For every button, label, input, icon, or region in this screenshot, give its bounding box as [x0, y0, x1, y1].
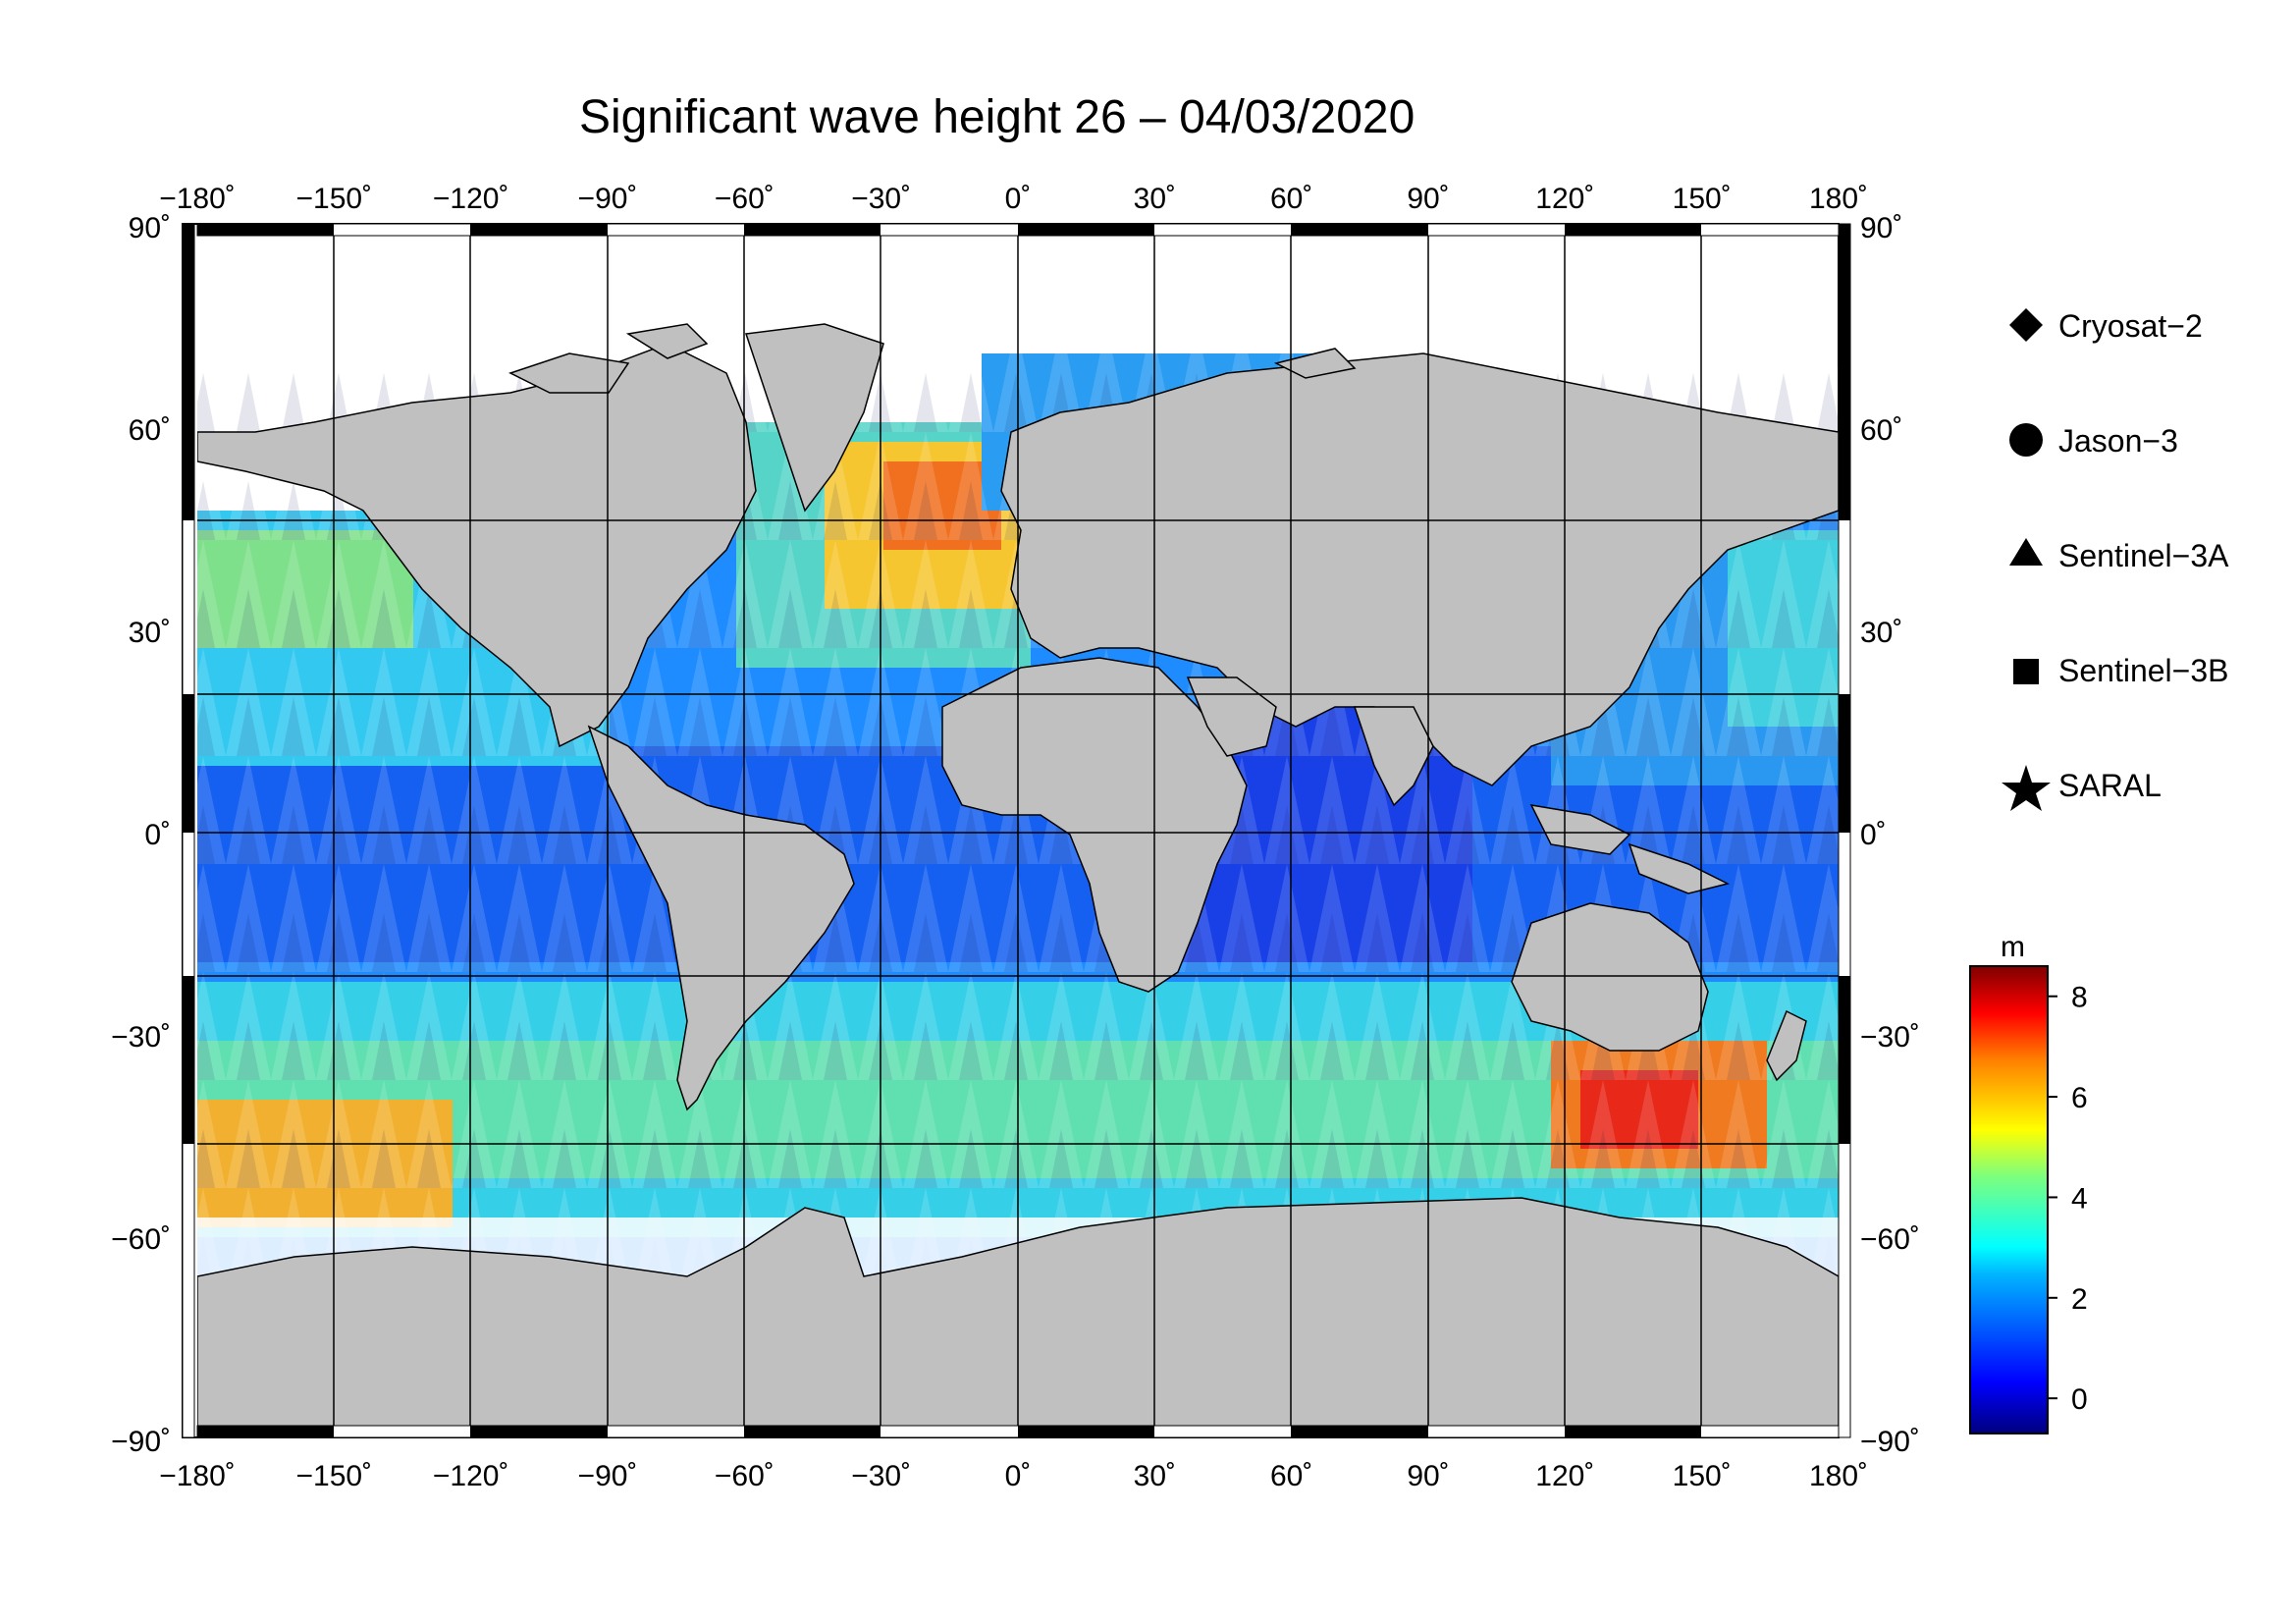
lon-tick-bottom: −150˚	[296, 1460, 373, 1492]
map-content	[197, 224, 1839, 1437]
star-icon	[2002, 765, 2051, 811]
lon-tick-bottom: 180˚	[1809, 1460, 1868, 1492]
lon-tick-top: −120˚	[433, 183, 509, 215]
legend-label-cryosat-2: Cryosat−2	[2058, 308, 2203, 344]
lat-tick-right: 60˚	[1860, 414, 1902, 447]
lat-tick-left: −90˚	[111, 1426, 171, 1458]
lon-tick-bottom: −90˚	[578, 1460, 638, 1492]
lon-tick-top: −60˚	[715, 183, 774, 215]
lon-tick-bottom: 60˚	[1270, 1460, 1312, 1492]
lon-tick-top: 180˚	[1809, 183, 1868, 215]
lon-tick-bottom: 0˚	[1005, 1460, 1032, 1492]
longitude-ticks-bottom: −180˚ −150˚ −120˚ −90˚ −60˚ −30˚ 0˚ 30˚ 60˚ 90˚ 12…	[159, 1460, 1868, 1492]
triangle-icon	[2009, 538, 2043, 566]
lon-tick-bottom: 30˚	[1134, 1460, 1176, 1492]
lat-tick-right: −90˚	[1860, 1426, 1920, 1458]
satellite-legend: Cryosat−2 Jason−3 Sentinel−3A Sentinel−3…	[2002, 308, 2229, 811]
colorbar-gradient	[1969, 965, 2049, 1434]
lon-tick-top: −180˚	[159, 183, 236, 215]
lat-tick-right: −60˚	[1860, 1223, 1920, 1256]
legend-label-saral: SARAL	[2058, 768, 2162, 803]
legend-item-jason-3: Jason−3	[2009, 423, 2178, 459]
lon-tick-top: −150˚	[296, 183, 373, 215]
legend-label-sentinel-3a: Sentinel−3A	[2058, 538, 2229, 573]
legend-item-sentinel-3b: Sentinel−3B	[2013, 653, 2228, 688]
lat-tick-left: 0˚	[144, 819, 171, 851]
colorbar-tick-label: 4	[2071, 1182, 2088, 1215]
legend-item-cryosat-2: Cryosat−2	[2009, 308, 2203, 344]
lon-tick-top: −90˚	[578, 183, 638, 215]
latitude-ticks-left: 90˚ 60˚ 30˚ 0˚ −30˚ −60˚ −90˚	[111, 212, 171, 1458]
square-icon	[2013, 659, 2039, 684]
colorbar: m 0 2 4 6 8	[1969, 931, 2088, 1434]
colorbar-tick-label: 6	[2071, 1082, 2088, 1114]
lon-tick-top: 150˚	[1673, 183, 1732, 215]
diamond-icon	[2009, 308, 2043, 342]
lat-tick-left: −60˚	[111, 1223, 171, 1256]
latitude-ticks-right: 90˚ 60˚ 30˚ 0˚ −30˚ −60˚ −90˚	[1860, 212, 1920, 1458]
lat-tick-left: 30˚	[129, 617, 171, 649]
circle-icon	[2009, 423, 2043, 457]
lat-tick-right: −30˚	[1860, 1021, 1920, 1054]
lat-tick-right: 0˚	[1860, 819, 1887, 851]
legend-label-sentinel-3b: Sentinel−3B	[2058, 653, 2228, 688]
lon-tick-top: 90˚	[1407, 183, 1449, 215]
lon-tick-bottom: 150˚	[1673, 1460, 1732, 1492]
legend-item-saral: SARAL	[2002, 765, 2162, 811]
lon-tick-top: 120˚	[1535, 183, 1594, 215]
legend-item-sentinel-3a: Sentinel−3A	[2009, 538, 2229, 573]
graticule	[197, 224, 1839, 1437]
lon-tick-bottom: 120˚	[1535, 1460, 1594, 1492]
lon-tick-top: 30˚	[1134, 183, 1176, 215]
lat-tick-left: 60˚	[129, 414, 171, 447]
colorbar-tick-label: 2	[2071, 1283, 2088, 1316]
colorbar-ticks: 0 2 4 6 8	[2048, 982, 2088, 1416]
lat-tick-right: 90˚	[1860, 212, 1902, 244]
colorbar-tick-label: 0	[2071, 1383, 2088, 1416]
longitude-ticks-top: −180˚ −150˚ −120˚ −90˚ −60˚ −30˚ 0˚ 30˚ 60˚ 90˚ 12…	[159, 183, 1868, 215]
lon-tick-bottom: −30˚	[851, 1460, 911, 1492]
lon-tick-top: 0˚	[1005, 183, 1032, 215]
lon-tick-top: 60˚	[1270, 183, 1312, 215]
lon-tick-top: −30˚	[851, 183, 911, 215]
legend-label-jason-3: Jason−3	[2058, 423, 2178, 459]
lat-tick-left: 90˚	[129, 212, 171, 244]
frame-bars	[182, 223, 1851, 1438]
map-title: Significant wave height 26 – 04/03/2020	[579, 91, 1415, 143]
lon-tick-bottom: −120˚	[433, 1460, 509, 1492]
lon-tick-bottom: 90˚	[1407, 1460, 1449, 1492]
colorbar-tick-label: 8	[2071, 982, 2088, 1014]
lon-tick-bottom: −60˚	[715, 1460, 774, 1492]
lon-tick-bottom: −180˚	[159, 1460, 236, 1492]
lat-tick-right: 30˚	[1860, 617, 1902, 649]
lat-tick-left: −30˚	[111, 1021, 171, 1054]
colorbar-unit: m	[2001, 931, 2025, 963]
